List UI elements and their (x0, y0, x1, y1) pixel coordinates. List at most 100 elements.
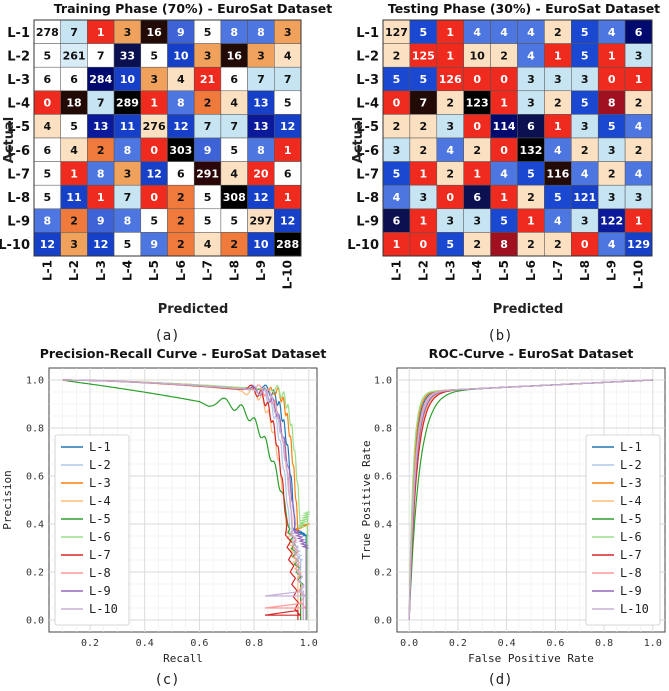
cell-value: 116 (546, 167, 569, 180)
cell-value: 3 (393, 144, 401, 157)
legend-c: L-1 L-2 L-3 L-4 L-5 L-6 L-7 L-8 L-9 L-10 (54, 434, 130, 626)
cell-value: 9 (97, 215, 105, 228)
cell-value: 6 (527, 120, 535, 133)
cell-value: 5 (230, 144, 238, 157)
column-label: L-1 (40, 260, 54, 281)
cell-value: 8 (124, 215, 132, 228)
cell-value: 123 (466, 97, 489, 110)
cell-value: 0 (420, 238, 428, 251)
row-label: L-5 (7, 120, 30, 135)
column-label: L-3 (443, 260, 457, 281)
cell-value: 16 (146, 26, 162, 39)
ylabel-d: True Positive Rate (360, 440, 373, 559)
row-label: L-5 (356, 120, 379, 135)
cell-value: 1 (473, 167, 481, 180)
row-label: L-10 (347, 238, 379, 253)
legend-label: L-9 (89, 584, 111, 598)
cell-value: 5 (500, 215, 508, 228)
series-lines-c (62, 379, 311, 620)
caption-b: (b) (487, 328, 512, 344)
row-label: L-9 (356, 215, 379, 230)
cell-value: 12 (253, 191, 268, 204)
cell-value: 5 (393, 167, 401, 180)
cell-value: 6 (473, 191, 481, 204)
cell-value: 4 (500, 167, 508, 180)
xlabel-a: Predicted (158, 302, 229, 317)
cell-value: 0 (500, 73, 508, 86)
y-tick-label: 0.4 (374, 520, 392, 531)
row-label: L-2 (7, 49, 30, 64)
cell-value: 2 (473, 238, 481, 251)
cell-value: 0 (500, 144, 508, 157)
cell-value: 3 (527, 97, 535, 110)
ylabel-b: Actual (351, 117, 366, 163)
cell-value: 6 (635, 26, 643, 39)
cell-value: 5 (204, 26, 212, 39)
legend-label: L-4 (89, 494, 111, 508)
column-labels-a: L-1 L-2 L-3 L-4 L-5 L-6 L-7 L-8 L-9 L-10 (40, 260, 294, 289)
x-tick-label: 0.0 (400, 638, 418, 649)
x-tick-label: 0.2 (81, 638, 99, 649)
cell-value: 2 (500, 49, 508, 62)
cell-value: 4 (635, 167, 643, 180)
cell-value: 0 (608, 73, 616, 86)
cell-value: 129 (627, 238, 650, 251)
cell-value: 303 (169, 144, 192, 157)
cell-value: 1 (635, 215, 643, 228)
legend-label: L-7 (89, 548, 111, 562)
cell-value: 2 (393, 120, 401, 133)
cell-value: 1 (150, 97, 158, 110)
cell-value: 8 (257, 144, 265, 157)
cell-value: 0 (150, 191, 158, 204)
cell-value: 6 (70, 73, 78, 86)
cell-value: 8 (177, 97, 185, 110)
row-label: L-6 (356, 144, 379, 159)
cell-value: 1 (97, 191, 105, 204)
legend-label: L-10 (620, 602, 649, 616)
column-label: L-2 (416, 260, 430, 281)
cell-value: 2 (420, 144, 428, 157)
cell-value: 2 (473, 144, 481, 157)
cell-value: 126 (439, 73, 462, 86)
cell-value: 10 (120, 73, 136, 86)
cell-value: 6 (230, 73, 238, 86)
column-label: L-10 (281, 260, 295, 289)
cell-value: 3 (608, 144, 616, 157)
heatmap-cells-b: 127 5 1 4 4 4 2 5 4 62 125 1 10 2 4 1 5 1 35 5 126 0 0 3 3 3 0 10 7 2… (382, 19, 653, 257)
cell-value: 3 (635, 49, 643, 62)
legend-label: L-1 (620, 440, 642, 454)
cell-value: 12 (146, 167, 161, 180)
heatmap-cells-a: 278 7 1 3 16 9 5 8 8 35 261 7 33 5 10 3 16 3 46 6 284 10 3 4 21 6… (33, 19, 302, 257)
cell-value: 5 (284, 97, 292, 110)
cell-value: 2 (393, 49, 401, 62)
cell-value: 8 (97, 167, 105, 180)
column-label: L-6 (524, 260, 538, 281)
x-tick-label: 0.8 (245, 638, 263, 649)
cell-value: 2 (554, 238, 562, 251)
cell-value: 7 (204, 120, 212, 133)
xlabel-d: False Positive Rate (468, 652, 594, 665)
cell-value: 16 (227, 49, 243, 62)
cell-value: 1 (554, 120, 562, 133)
cell-value: 5 (581, 97, 589, 110)
cell-value: 5 (608, 120, 616, 133)
cell-value: 7 (97, 49, 105, 62)
row-label: L-4 (7, 97, 30, 112)
cell-value: 4 (608, 26, 616, 39)
y-tick-label: 0.8 (26, 424, 44, 435)
y-tick-label: 0.2 (26, 568, 44, 579)
cell-value: 2 (635, 144, 643, 157)
legend-label: L-5 (620, 512, 642, 526)
training-confusion-matrix: Training Phase (70%) - EuroSat Dataset 2… (0, 1, 332, 344)
cell-value: 0 (581, 238, 589, 251)
xlabel-c: Recall (163, 652, 203, 665)
cell-value: 5 (44, 191, 52, 204)
cell-value: 3 (257, 49, 265, 62)
cell-value: 1 (284, 191, 292, 204)
cell-value: 10 (469, 49, 485, 62)
column-label: L-8 (227, 260, 241, 281)
cell-value: 6 (393, 215, 401, 228)
cell-value: 4 (554, 215, 562, 228)
legend-label: L-9 (620, 584, 642, 598)
roc-chart: ROC-Curve - EuroSat Dataset 0.0 0.2 0.4 0.6… (360, 346, 666, 688)
